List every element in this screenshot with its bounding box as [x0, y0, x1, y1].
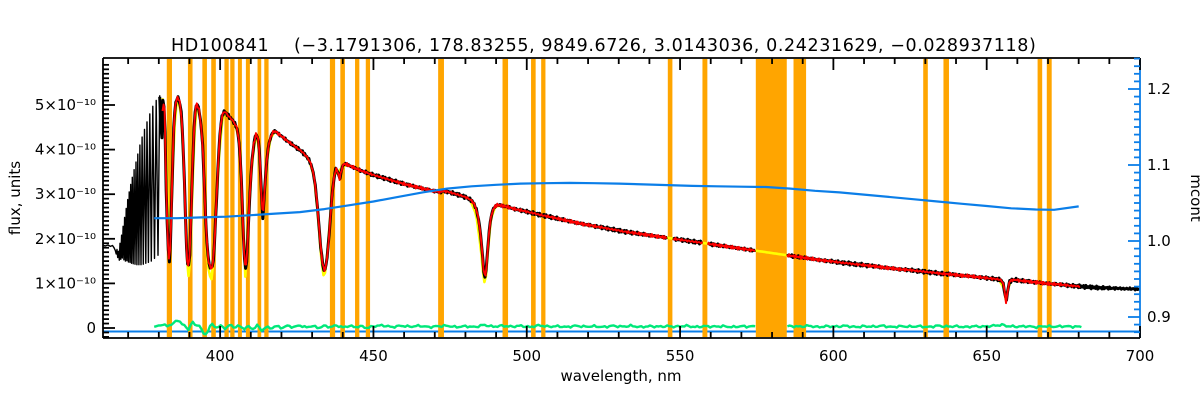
x-tick-label: 700 — [1126, 347, 1155, 365]
mcont-line — [154, 181, 1079, 220]
masked-band — [667, 59, 673, 337]
y-left-axis-label: flux, units — [6, 161, 24, 235]
masked-band — [438, 59, 444, 337]
masked-band — [245, 59, 250, 337]
title-star: HD100841 — [171, 36, 269, 56]
title-params: (−3.1791306, 178.83255, 9849.6726, 3.014… — [294, 36, 1036, 56]
y-right-tick-label: 1.0 — [1147, 232, 1171, 250]
masked-band — [264, 59, 269, 337]
masked-band — [793, 59, 807, 337]
observed-forest-line — [102, 95, 161, 266]
x-tick-label: 450 — [359, 347, 388, 365]
y-left-tick-label: 0 — [86, 319, 96, 337]
residual-line — [153, 319, 1082, 336]
x-tick-label: 550 — [666, 347, 695, 365]
masked-band — [755, 59, 787, 337]
y-right-tick-label: 1.2 — [1147, 80, 1171, 98]
masked-band — [237, 59, 242, 337]
y-right-axis-label: mcont — [1187, 174, 1200, 222]
x-tick-label: 500 — [512, 347, 541, 365]
x-axis-label: wavelength, nm — [560, 367, 681, 385]
masked-band — [211, 59, 216, 337]
masked-band — [702, 59, 708, 337]
masked-band — [502, 59, 509, 337]
y-left-tick-label: 1×10⁻¹⁰ — [35, 274, 96, 292]
masked-band — [166, 59, 172, 337]
masked-band — [230, 59, 235, 337]
masked-band — [943, 59, 949, 337]
masked-band — [340, 59, 345, 337]
y-right-tick-label: 0.9 — [1147, 308, 1171, 326]
observed-spectrum-line — [158, 95, 1140, 302]
y-left-tick-label: 2×10⁻¹⁰ — [35, 230, 96, 248]
masked-band — [541, 59, 546, 337]
x-tick-label: 600 — [819, 347, 848, 365]
x-tick-label: 650 — [972, 347, 1001, 365]
masked-regions-layer — [103, 59, 1140, 337]
axes-layer: 400 450 500 550 600 650 700 0 1×10⁻¹⁰ 2×10⁻¹⁰ 3×10… — [35, 57, 1171, 365]
y-right-tick-label: 1.1 — [1147, 156, 1171, 174]
model-spectrum-line — [161, 98, 1081, 301]
y-left-tick-label: 5×10⁻¹⁰ — [35, 96, 96, 114]
masked-band — [923, 59, 928, 337]
x-tick-label: 400 — [206, 347, 235, 365]
masked-band — [365, 59, 371, 337]
series-layer — [102, 95, 1140, 336]
fit-overlay-line — [161, 95, 1081, 305]
masked-band — [224, 59, 229, 337]
y-left-tick-label: 4×10⁻¹⁰ — [35, 141, 96, 159]
masked-band — [1046, 59, 1052, 337]
masked-band — [355, 59, 360, 337]
masked-band — [531, 59, 536, 337]
masked-band — [257, 59, 262, 337]
masked-band — [1037, 59, 1043, 337]
y-left-tick-label: 3×10⁻¹⁰ — [35, 185, 96, 203]
